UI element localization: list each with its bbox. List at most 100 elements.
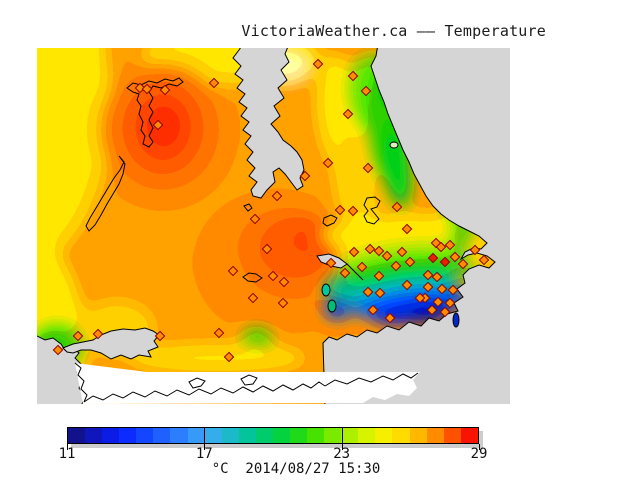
water-body <box>322 48 510 404</box>
colorbar-segment <box>119 428 137 443</box>
colorbar-segment <box>307 428 325 443</box>
station-marker <box>334 204 346 216</box>
station-marker <box>404 256 416 268</box>
station-marker <box>390 260 402 272</box>
island <box>327 299 337 313</box>
station-marker <box>213 327 225 339</box>
station-marker <box>312 58 324 70</box>
station-marker <box>391 201 403 213</box>
station-marker <box>422 269 434 281</box>
colorbar-tick <box>479 444 480 450</box>
colorbar-segment <box>272 428 291 443</box>
temperature-map <box>37 48 510 404</box>
colorbar-segment <box>102 428 120 443</box>
lake-outline <box>242 272 263 283</box>
station-marker <box>469 244 481 256</box>
colorbar-segment <box>324 428 342 443</box>
station-marker <box>447 284 459 296</box>
station-marker <box>422 281 434 293</box>
station-marker <box>373 245 385 257</box>
island <box>321 283 331 297</box>
station-marker <box>432 296 444 308</box>
station-marker <box>223 351 235 363</box>
station-marker <box>384 312 396 324</box>
colorbar-tick-label: 11 <box>58 446 76 462</box>
station-marker <box>72 330 84 342</box>
lake-outline <box>126 77 184 148</box>
station-marker <box>134 82 146 94</box>
station-marker <box>401 279 413 291</box>
colorbar-segment <box>426 428 444 443</box>
island <box>452 312 460 328</box>
lake-outline <box>243 203 253 212</box>
colorbar-segment <box>255 428 273 443</box>
station-marker <box>208 77 220 89</box>
station-marker <box>92 328 104 340</box>
colorbar-segment <box>85 428 103 443</box>
colorbar-segment <box>460 428 478 443</box>
colorbar-segment <box>358 428 376 443</box>
island <box>389 141 399 149</box>
station-marker <box>364 243 376 255</box>
colorbar-segment <box>341 428 359 443</box>
station-marker <box>396 246 408 258</box>
station-marker <box>367 304 379 316</box>
station-marker <box>249 213 261 225</box>
coastline <box>240 374 258 386</box>
station-marker <box>414 292 426 304</box>
lake-outline <box>363 196 381 225</box>
station-marker <box>449 251 461 263</box>
station-marker <box>401 223 413 235</box>
colorbar-caption: °C 2014/08/27 15:30 <box>211 461 381 477</box>
page-title: VictoriaWeather.ca —— Temperature <box>241 22 546 40</box>
station-marker <box>322 157 334 169</box>
station-marker <box>431 271 443 283</box>
colorbar-tick-label: 29 <box>470 446 488 462</box>
colorbar-tick <box>67 444 68 450</box>
station-marker <box>339 267 351 279</box>
colorbar-tick <box>341 427 343 450</box>
station-marker <box>348 246 360 258</box>
station-marker <box>444 297 456 309</box>
colorbar-segment <box>170 428 188 443</box>
colorbar-segment <box>136 428 154 443</box>
station-marker <box>159 84 171 96</box>
station-marker <box>325 257 337 269</box>
colorbar-segment <box>204 428 222 443</box>
station-marker <box>444 239 456 251</box>
station-marker <box>457 258 469 270</box>
station-marker <box>362 162 374 174</box>
colorbar-segment <box>443 428 461 443</box>
station-marker <box>426 304 438 316</box>
station-marker <box>478 254 490 266</box>
station-marker <box>381 250 393 262</box>
map-canvas <box>37 48 510 404</box>
station-marker <box>277 297 289 309</box>
station-marker <box>374 287 386 299</box>
station-marker <box>271 190 283 202</box>
colorbar-segment <box>68 428 86 443</box>
colorbar-segment <box>187 428 205 443</box>
colorbar-segment <box>392 428 410 443</box>
colorbar <box>67 427 479 444</box>
station-marker <box>360 85 372 97</box>
colorbar-segment <box>375 428 393 443</box>
colorbar-tick <box>204 427 206 450</box>
colorbar-segment <box>238 428 256 443</box>
station-marker <box>261 243 273 255</box>
station-marker <box>435 241 447 253</box>
station-marker <box>427 252 439 264</box>
gorge-waterway <box>346 263 364 281</box>
colorbar-segment <box>290 428 308 443</box>
station-marker <box>362 286 374 298</box>
station-marker <box>347 205 359 217</box>
station-marker <box>227 265 239 277</box>
station-marker <box>267 270 279 282</box>
station-marker <box>52 344 64 356</box>
colorbar-segment <box>153 428 171 443</box>
coastline <box>74 362 88 403</box>
station-marker <box>278 276 290 288</box>
coastline <box>324 372 419 387</box>
colorbar-segment <box>409 428 427 443</box>
